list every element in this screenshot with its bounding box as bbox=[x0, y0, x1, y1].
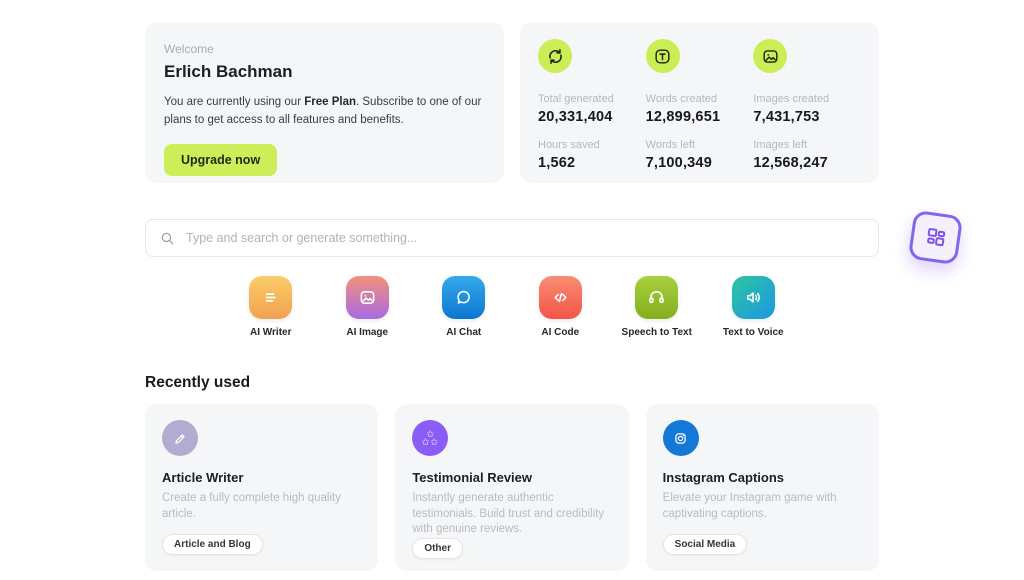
plan-text-after: . Subscribe to one of our plans to get a… bbox=[164, 96, 482, 126]
instagram-icon bbox=[662, 420, 699, 456]
code-icon bbox=[538, 276, 582, 319]
tool-label: Text to Voice bbox=[722, 327, 784, 338]
stat-label: Words created bbox=[645, 93, 717, 105]
card-tag[interactable]: Article and Blog bbox=[162, 534, 263, 555]
tools-row: AI Writer AI Image AI bbox=[145, 276, 879, 338]
plan-name: Free Plan bbox=[304, 96, 356, 108]
stat-column-words: Words created 12,899,651 Words left 7,10… bbox=[645, 39, 754, 171]
tool-text-to-voice[interactable]: Text to Voice bbox=[705, 276, 802, 338]
tool-label: AI Image bbox=[346, 327, 389, 338]
stat-column-images: Images created 7,431,753 Images left 12,… bbox=[753, 39, 861, 171]
stat-value: 12,568,247 bbox=[753, 155, 828, 171]
stat-column-generated: Total generated 20,331,404 Hours saved 1… bbox=[538, 39, 646, 171]
tool-label: Speech to Text bbox=[621, 327, 692, 338]
stats-card: Total generated 20,331,404 Hours saved 1… bbox=[520, 22, 879, 183]
sync-icon bbox=[538, 39, 572, 73]
stat-label: Total generated bbox=[538, 93, 614, 105]
tool-label: AI Chat bbox=[446, 327, 482, 338]
stat-label: Images created bbox=[753, 93, 830, 105]
stat-value: 7,431,753 bbox=[753, 109, 820, 125]
tool-label: AI Writer bbox=[250, 327, 292, 338]
search-bar bbox=[145, 219, 879, 257]
search-input[interactable] bbox=[186, 231, 865, 245]
card-description: Elevate your Instagram game with captiva… bbox=[662, 492, 837, 520]
stat-value: 12,899,651 bbox=[645, 109, 721, 125]
tool-ai-writer[interactable]: AI Writer bbox=[223, 276, 320, 338]
card-description: Instantly generate authentic testimonial… bbox=[412, 492, 605, 535]
image-icon bbox=[753, 39, 788, 73]
stat-value: 20,331,404 bbox=[538, 109, 613, 125]
image-icon bbox=[345, 276, 389, 319]
card-article-writer[interactable]: Article Writer Create a fully complete h… bbox=[145, 404, 379, 571]
pencil-icon bbox=[162, 420, 198, 456]
welcome-card: Welcome Erlich Bachman You are currently… bbox=[145, 22, 504, 183]
plan-text-before: You are currently using our bbox=[164, 96, 305, 108]
star-glyph-bottom: ✩✩ bbox=[421, 437, 439, 447]
card-title: Instagram Captions bbox=[662, 470, 785, 485]
card-instagram-captions[interactable]: Instagram Captions Elevate your Instagra… bbox=[645, 404, 879, 571]
card-description: Create a fully complete high quality art… bbox=[162, 492, 341, 520]
tool-speech-to-text[interactable]: Speech to Text bbox=[609, 276, 706, 338]
card-testimonial-review[interactable]: ✩ ✩✩ Testimonial Review Instantly genera… bbox=[395, 404, 629, 571]
user-name: Erlich Bachman bbox=[164, 62, 293, 81]
stat-value: 7,100,349 bbox=[645, 155, 712, 171]
tool-ai-image[interactable]: AI Image bbox=[319, 276, 416, 338]
stat-label: Images left bbox=[753, 139, 808, 151]
card-title: Article Writer bbox=[162, 470, 244, 485]
top-row: Welcome Erlich Bachman You are currently… bbox=[145, 22, 879, 183]
stat-label: Hours saved bbox=[538, 139, 600, 151]
card-tag[interactable]: Social Media bbox=[662, 534, 748, 555]
plan-text: You are currently using our Free Plan. S… bbox=[164, 93, 485, 129]
chat-bubble-icon bbox=[442, 276, 486, 319]
stat-label: Words left bbox=[645, 139, 695, 151]
card-title: Testimonial Review bbox=[412, 470, 533, 485]
search-icon bbox=[159, 230, 176, 247]
star-glyph-top: ✩ bbox=[426, 429, 435, 439]
tool-ai-code[interactable]: AI Code bbox=[512, 276, 609, 338]
tool-ai-chat[interactable]: AI Chat bbox=[416, 276, 513, 338]
writer-icon bbox=[249, 276, 293, 319]
upgrade-now-button[interactable]: Upgrade now bbox=[164, 144, 278, 176]
card-tag[interactable]: Other bbox=[412, 537, 463, 559]
letter-t-icon bbox=[645, 39, 680, 73]
main-content: Welcome Erlich Bachman You are currently… bbox=[145, 0, 879, 571]
apps-grid-icon[interactable] bbox=[907, 209, 964, 266]
stat-value: 1,562 bbox=[538, 155, 576, 171]
recently-used-cards: Article Writer Create a fully complete h… bbox=[145, 404, 879, 571]
speaker-icon bbox=[731, 276, 775, 319]
greeting-label: Welcome bbox=[164, 42, 214, 56]
headphones-icon bbox=[635, 276, 679, 319]
recently-used-heading: Recently used bbox=[145, 374, 251, 391]
stars-icon: ✩ ✩✩ bbox=[412, 420, 449, 456]
tool-label: AI Code bbox=[541, 327, 580, 338]
